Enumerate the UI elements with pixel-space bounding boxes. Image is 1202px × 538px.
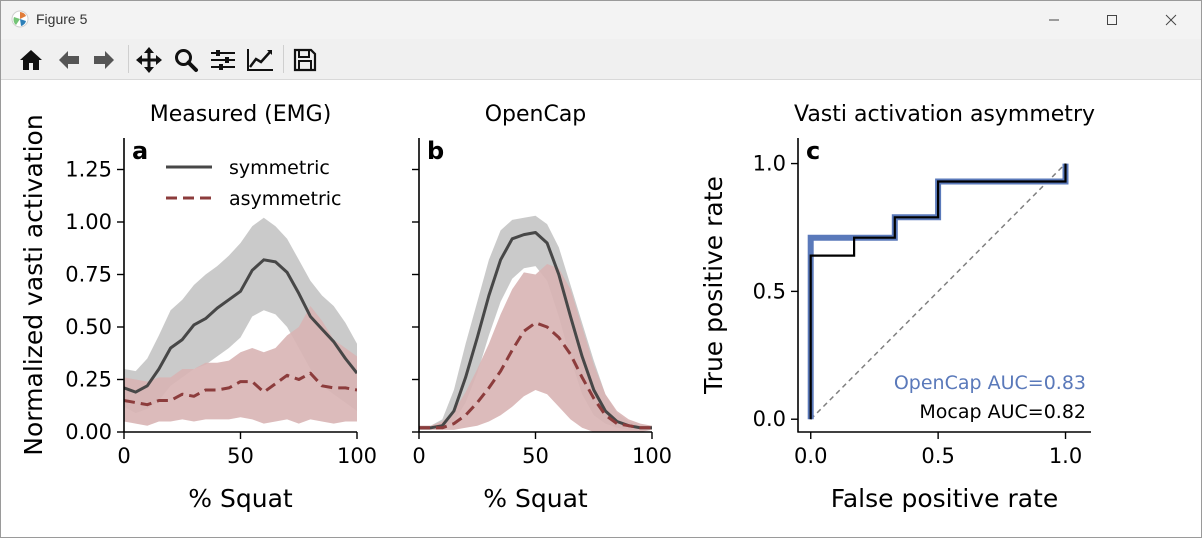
chart2-x-tick-label: 0.5 xyxy=(921,444,954,468)
configure-subplots-button[interactable] xyxy=(206,43,240,77)
chart0-y-axis-label: Normalized vasti activation xyxy=(19,114,48,455)
chart2-legend-opencap: OpenCap AUC=0.83 xyxy=(894,372,1086,394)
chart1-x-tick-label: 50 xyxy=(522,444,549,468)
edit-axis-button[interactable] xyxy=(243,43,277,77)
chart0-line-asymmetric xyxy=(124,371,357,407)
maximize-icon xyxy=(1107,15,1117,25)
chart1-x-tick-label: 100 xyxy=(632,444,672,468)
home-icon xyxy=(20,50,42,70)
chart2-title: Vasti activation asymmetry xyxy=(794,102,1095,127)
chart2-panel-letter: c xyxy=(806,137,820,165)
chart2-y-tick-label: 1.0 xyxy=(753,152,786,176)
chart2-x-tick-label: 0.0 xyxy=(794,444,827,468)
chart0-x-tick-label: 100 xyxy=(337,444,377,468)
chart0-line-symmetric xyxy=(124,258,357,394)
chart0-band-symmetric xyxy=(124,217,357,414)
matplotlib-app-icon xyxy=(11,10,29,28)
close-button[interactable] xyxy=(1142,1,1200,39)
toolbar-separator xyxy=(128,45,129,73)
chart2-chance-diagonal xyxy=(810,163,1067,420)
navigation-toolbar xyxy=(1,39,1201,80)
chart1-x-axis-label: % Squat xyxy=(483,484,588,513)
chart0-title: Measured (EMG) xyxy=(150,102,332,127)
back-icon xyxy=(59,51,79,69)
chart2-x-tick-label: 1.0 xyxy=(1049,444,1082,468)
chart2-y-tick-label: 0.5 xyxy=(753,279,786,303)
back-button[interactable] xyxy=(52,43,86,77)
forward-icon xyxy=(94,51,114,69)
configure-subplots-icon xyxy=(211,50,235,70)
chart2-roc-curve-mocap xyxy=(809,163,1067,420)
chart0-y-tick-label: 1.00 xyxy=(65,210,112,234)
save-button[interactable] xyxy=(288,43,322,77)
chart0-x-tick-label: 0 xyxy=(117,444,130,468)
maximize-button[interactable] xyxy=(1083,1,1141,39)
chart1-plot-area xyxy=(419,215,652,432)
window-title: Figure 5 xyxy=(36,11,88,27)
chart1-line-symmetric xyxy=(419,231,652,430)
chart0-plot-area xyxy=(124,217,357,426)
chart1-title: OpenCap xyxy=(485,102,587,127)
chart1-line-asymmetric xyxy=(419,321,652,430)
chart0-x-tick-label: 50 xyxy=(227,444,254,468)
edit-axis-icon xyxy=(247,49,273,71)
chart0-legend-symmetric: symmetric xyxy=(229,157,330,179)
chart1-panel-letter: b xyxy=(427,137,444,165)
chart0-y-tick-label: 0.00 xyxy=(65,420,112,444)
chart0-y-tick-label: 0.50 xyxy=(65,315,112,339)
pan-icon xyxy=(136,47,162,73)
chart0-x-axis-label: % Squat xyxy=(188,484,293,513)
zoom-icon xyxy=(175,49,198,72)
chart0-y-tick-label: 0.25 xyxy=(65,368,112,392)
minimize-button[interactable] xyxy=(1025,1,1083,39)
home-button[interactable] xyxy=(14,43,48,77)
toolbar-separator xyxy=(283,45,284,73)
chart0-panel-letter: a xyxy=(132,137,148,165)
save-icon xyxy=(293,48,317,72)
chart0-legend-asymmetric: asymmetric xyxy=(229,188,341,210)
chart2-legend-mocap: Mocap AUC=0.82 xyxy=(919,401,1086,423)
chart2-y-axis-label: True positive rate xyxy=(699,176,728,395)
chart0-y-tick-label: 0.75 xyxy=(65,263,112,287)
chart2-y-tick-label: 0.0 xyxy=(753,407,786,431)
chart2-plot-area xyxy=(807,163,1069,420)
close-icon xyxy=(1165,14,1177,26)
minimize-icon xyxy=(1049,19,1059,21)
chart0-y-tick-label: 1.25 xyxy=(65,158,112,182)
zoom-button[interactable] xyxy=(169,43,203,77)
chart2-x-axis-label: False positive rate xyxy=(831,484,1059,513)
forward-button[interactable] xyxy=(87,43,121,77)
title-bar: Figure 5 xyxy=(1,1,1201,39)
pan-button[interactable] xyxy=(132,43,166,77)
chart1-x-tick-label: 0 xyxy=(412,444,425,468)
